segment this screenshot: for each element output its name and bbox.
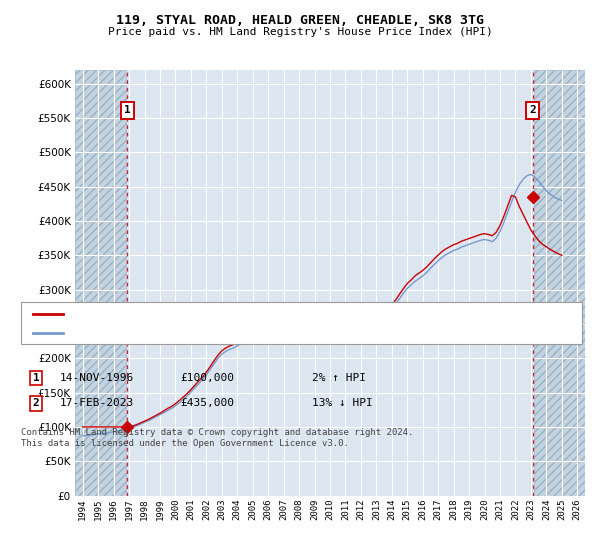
Text: 1: 1 xyxy=(32,373,40,383)
Text: 2: 2 xyxy=(32,398,40,408)
Text: HPI: Average price, detached house, Stockport: HPI: Average price, detached house, Stoc… xyxy=(69,328,334,338)
Text: £100,000: £100,000 xyxy=(180,373,234,383)
Bar xyxy=(533,70,585,496)
Text: 1: 1 xyxy=(124,105,130,115)
Text: 14-NOV-1996: 14-NOV-1996 xyxy=(60,373,134,383)
Bar xyxy=(75,70,127,496)
Text: Contains HM Land Registry data © Crown copyright and database right 2024.
This d: Contains HM Land Registry data © Crown c… xyxy=(21,428,413,448)
Text: 17-FEB-2023: 17-FEB-2023 xyxy=(60,398,134,408)
Text: 2% ↑ HPI: 2% ↑ HPI xyxy=(312,373,366,383)
Text: 13% ↓ HPI: 13% ↓ HPI xyxy=(312,398,373,408)
Text: 2: 2 xyxy=(530,105,536,115)
Text: Price paid vs. HM Land Registry's House Price Index (HPI): Price paid vs. HM Land Registry's House … xyxy=(107,27,493,37)
Text: £435,000: £435,000 xyxy=(180,398,234,408)
Text: 119, STYAL ROAD, HEALD GREEN, CHEADLE, SK8 3TG: 119, STYAL ROAD, HEALD GREEN, CHEADLE, S… xyxy=(116,14,484,27)
Text: 119, STYAL ROAD, HEALD GREEN, CHEADLE, SK8 3TG (detached house): 119, STYAL ROAD, HEALD GREEN, CHEADLE, S… xyxy=(69,309,439,319)
